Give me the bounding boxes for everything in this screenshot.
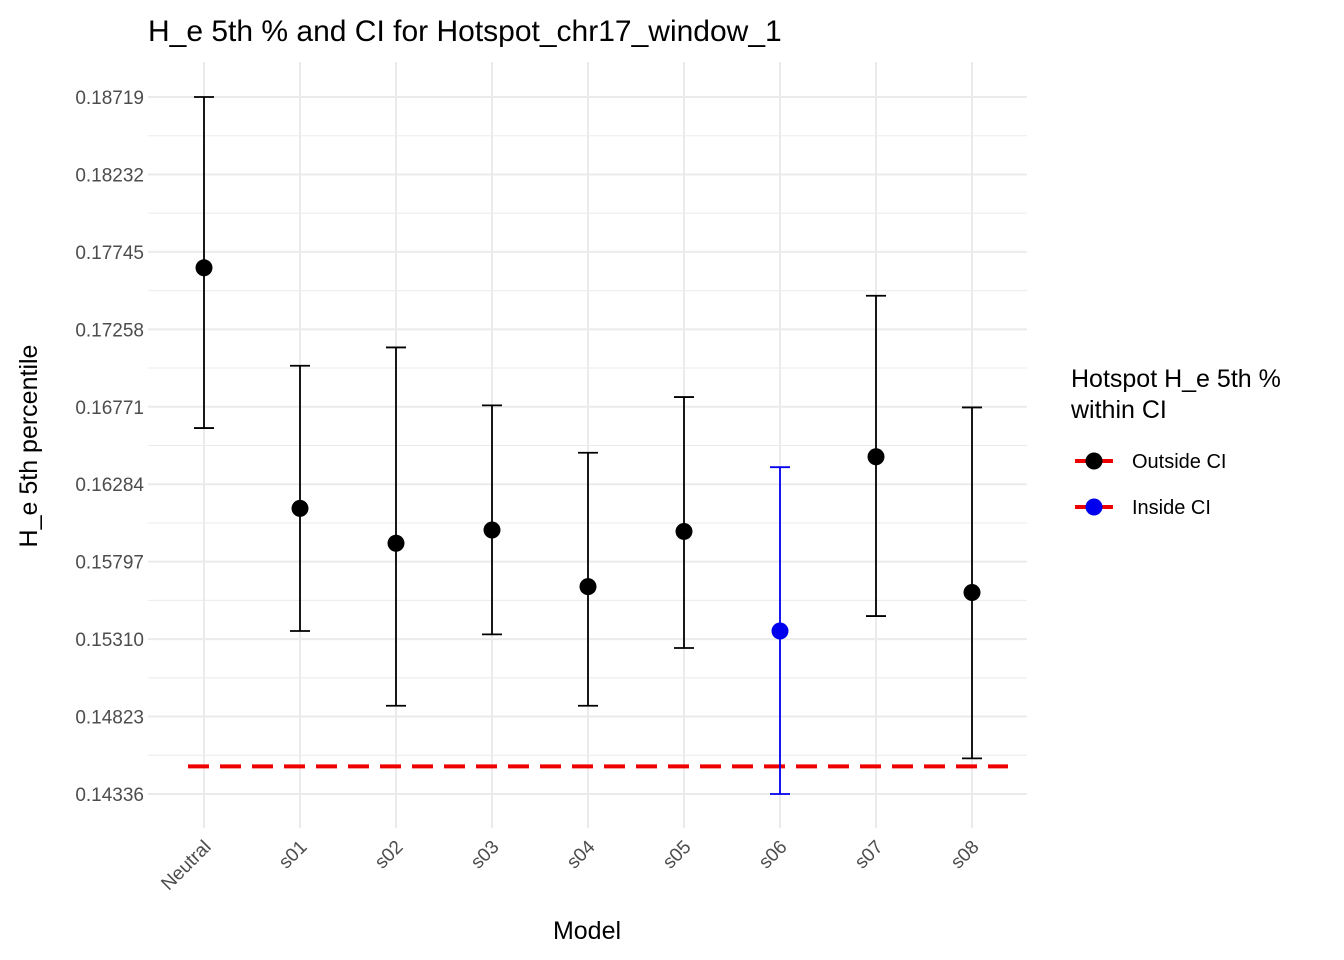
y-tick-label: 0.18719 xyxy=(75,88,144,109)
legend: Hotspot H_e 5th % within CI Outside CI In… xyxy=(1070,365,1281,519)
legend-key-point xyxy=(1085,498,1103,516)
x-tick-label: s01 xyxy=(275,837,312,874)
x-tick-label: s07 xyxy=(851,837,888,874)
point-Neutral xyxy=(195,259,213,277)
legend-label: Outside CI xyxy=(1132,451,1226,473)
y-tick-label: 0.16284 xyxy=(75,475,144,496)
point-s06 xyxy=(771,622,789,640)
point-s04 xyxy=(579,578,597,596)
legend-label: Inside CI xyxy=(1132,497,1211,519)
x-tick-label: s08 xyxy=(947,837,984,874)
y-tick-label: 0.18232 xyxy=(75,165,144,186)
x-axis-title: Model xyxy=(553,917,621,945)
y-tick-labels: 0.14336 0.14823 0.15310 0.15797 0.16284 0.167… xyxy=(75,88,144,806)
x-tick-label: s06 xyxy=(755,837,792,874)
x-tick-label: Neutral xyxy=(157,837,215,895)
legend-keys: Outside CI Inside CI xyxy=(1075,451,1226,519)
legend-title-line-2: within CI xyxy=(1070,396,1167,424)
grid-layer xyxy=(148,62,1027,828)
point-s03 xyxy=(483,521,501,539)
x-tick-label: s03 xyxy=(467,837,504,874)
x-tick-label: s04 xyxy=(563,836,600,873)
y-tick-label: 0.15797 xyxy=(75,553,144,574)
point-s01 xyxy=(291,499,309,517)
point-s02 xyxy=(387,534,405,552)
y-tick-label: 0.15310 xyxy=(75,630,144,651)
x-tick-labels: Neutral s01 s02 s03 s04 s05 s06 s07 s08 xyxy=(157,836,983,894)
x-tick-label: s02 xyxy=(371,837,408,874)
y-tick-label: 0.14336 xyxy=(75,785,144,806)
y-tick-label: 0.17258 xyxy=(75,320,144,341)
y-tick-label: 0.14823 xyxy=(75,708,144,729)
y-axis-title: H_e 5th percentile xyxy=(15,345,43,548)
legend-key-point xyxy=(1085,452,1103,470)
chart-title: H_e 5th % and CI for Hotspot_chr17_windo… xyxy=(148,15,782,48)
point-s05 xyxy=(675,522,693,540)
y-tick-label: 0.16771 xyxy=(75,398,144,419)
point-s08 xyxy=(963,584,981,602)
data-marks xyxy=(194,96,982,795)
y-tick-label: 0.17745 xyxy=(75,243,144,264)
x-tick-label: s05 xyxy=(659,837,696,874)
point-s07 xyxy=(867,448,885,466)
legend-title-line-1: Hotspot H_e 5th % xyxy=(1071,365,1281,393)
